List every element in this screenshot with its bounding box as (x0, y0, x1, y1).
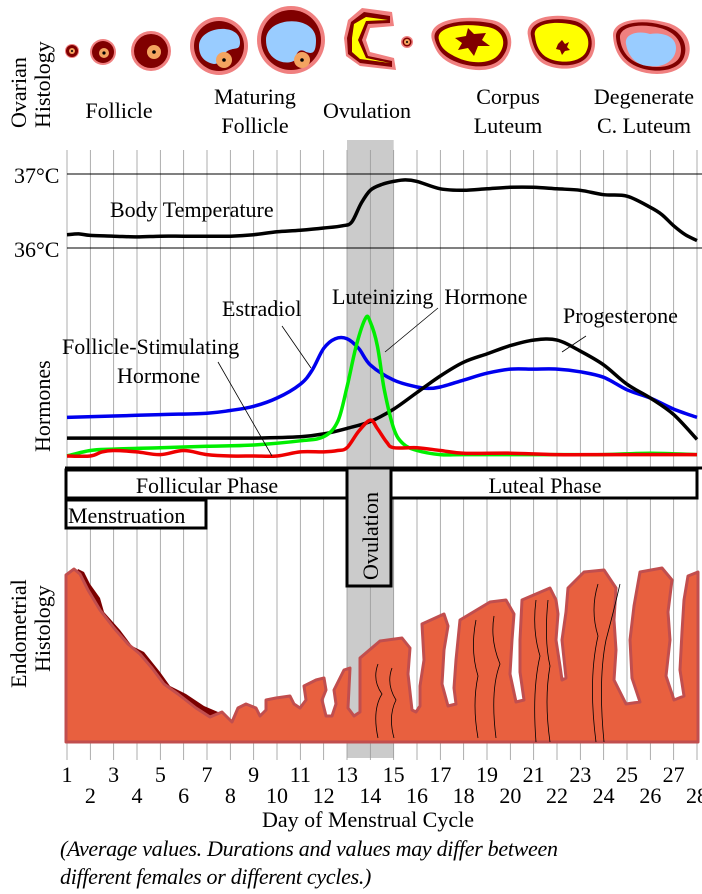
x-tick-19: 19 (476, 762, 498, 787)
temp-series-label: Body Temperature (110, 197, 274, 222)
degenerate-corpus-luteum-icon (612, 19, 690, 74)
x-tick-20: 20 (499, 783, 521, 808)
endometrial-row-label-2: Histology (30, 585, 55, 672)
endometrial-tissue (64, 566, 700, 744)
x-tick-8: 8 (225, 783, 236, 808)
primordial-follicle-icon (65, 44, 79, 58)
x-tick-1: 1 (62, 762, 73, 787)
stage-label-maturing-2: Follicle (221, 113, 288, 138)
hormone-line-progesterone (66, 337, 699, 441)
progesterone-leader (561, 335, 587, 353)
estradiol-label: Estradiol (222, 296, 301, 321)
x-tick-21: 21 (523, 762, 545, 787)
fsh-label-1: Follicle-Stimulating (62, 334, 239, 359)
x-tick-10: 10 (266, 783, 288, 808)
x-tick-28: 28 (686, 783, 702, 808)
stage-label-corpus-1: Corpus (476, 84, 540, 109)
hormone-line-follicle-stimulating-hormone (66, 418, 697, 459)
caption-line-2: different females or different cycles.) (60, 864, 372, 889)
x-tick-9: 9 (248, 762, 259, 787)
x-tick-7: 7 (202, 762, 213, 787)
estradiol-leader (281, 325, 312, 369)
x-tick-24: 24 (593, 783, 615, 808)
ovarian-row-label-2: Histology (30, 41, 55, 128)
x-tick-17: 17 (429, 762, 451, 787)
x-tick-14: 14 (359, 783, 381, 808)
corpus-luteum-icon (431, 17, 512, 71)
x-tick-4: 4 (132, 783, 143, 808)
fsh-leader (217, 361, 273, 457)
x-tick-22: 22 (546, 783, 568, 808)
stage-label-degenerate-2: C. Luteum (597, 113, 691, 138)
x-tick-26: 26 (639, 783, 661, 808)
progesterone-label: Progesterone (563, 303, 678, 328)
x-tick-12: 12 (313, 783, 335, 808)
temperature-line (66, 178, 698, 243)
x-tick-6: 6 (178, 783, 189, 808)
temperature-panel: 37°C 36°C Body Temperature (14, 163, 702, 262)
x-tick-18: 18 (453, 783, 475, 808)
ovulation-icon (344, 8, 413, 70)
temp-tick-36: 36°C (14, 237, 59, 262)
caption: (Average values. Durations and values ma… (60, 835, 700, 891)
corpus-luteum-regressing-icon (527, 15, 596, 69)
stage-label-ovulation: Ovulation (323, 98, 411, 123)
phase-boxes: Follicular Phase Menstruation Ovulation … (64, 466, 699, 588)
endometrium-panel: Endometrial Histology (6, 566, 700, 744)
x-axis-title: Day of Menstrual Cycle (262, 807, 474, 832)
x-tick-2: 2 (85, 783, 96, 808)
fsh-label-2: Hormone (117, 363, 200, 388)
lh-label: Luteinizing Hormone (332, 284, 528, 309)
ovulation-box (345, 466, 393, 588)
maturing-follicle-icon (190, 17, 248, 75)
stage-label-corpus-2: Luteum (474, 113, 542, 138)
x-tick-11: 11 (290, 762, 311, 787)
menstruation-label: Menstruation (68, 503, 185, 528)
x-tick-23: 23 (569, 762, 591, 787)
lh-leader (384, 307, 439, 353)
hormones-panel: Hormones Estradiol Luteinizing Hormone P… (30, 284, 702, 470)
x-tick-16: 16 (406, 783, 428, 808)
x-tick-3: 3 (108, 762, 119, 787)
stage-label-follicle: Follicle (85, 98, 152, 123)
stage-label-degenerate-1: Degenerate (594, 84, 694, 109)
ovarian-row-label-1: Ovarian (6, 57, 31, 128)
secondary-follicle-icon (131, 31, 171, 71)
stage-label-maturing-1: Maturing (214, 84, 296, 109)
hormones-row-label: Hormones (30, 360, 55, 452)
temp-tick-37: 37°C (14, 163, 59, 188)
x-tick-25: 25 (616, 762, 638, 787)
endometrial-row-label-1: Endometrial (6, 579, 31, 688)
x-axis-ticks: 1234567891011121314151617181920212223242… (62, 762, 702, 808)
follicular-phase-box (64, 468, 350, 500)
ovarian-histology-row: Ovarian Histology (6, 6, 694, 138)
x-tick-27: 27 (663, 762, 685, 787)
x-tick-15: 15 (383, 762, 405, 787)
mature-follicle-icon (257, 6, 325, 74)
hormone-line-estradiol (66, 335, 698, 420)
primary-follicle-icon (90, 39, 116, 65)
caption-line-1: (Average values. Durations and values ma… (60, 836, 558, 861)
luteal-phase-label: Luteal Phase (488, 473, 601, 498)
luteal-phase-box (389, 468, 699, 500)
endometrial-glands (375, 583, 621, 743)
x-tick-5: 5 (155, 762, 166, 787)
x-tick-13: 13 (336, 762, 358, 787)
menstruation-box (64, 498, 208, 530)
follicular-phase-label: Follicular Phase (136, 473, 278, 498)
ovulation-phase-label: Ovulation (358, 492, 383, 580)
